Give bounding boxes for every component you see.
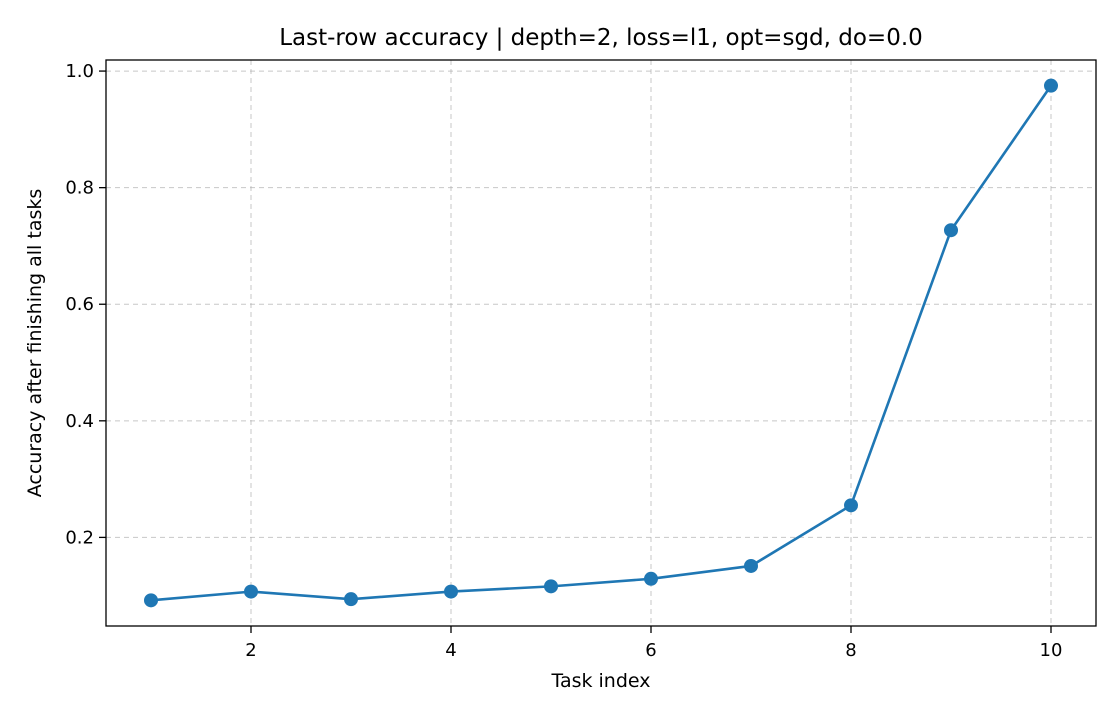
y-tick-label: 0.6 bbox=[65, 294, 94, 315]
data-point bbox=[144, 593, 158, 608]
grid-lines bbox=[106, 60, 1096, 626]
data-point bbox=[244, 584, 258, 599]
series-line bbox=[150, 84, 1053, 602]
y-tick-label: 1.0 bbox=[65, 61, 94, 82]
plot-frame bbox=[105, 59, 1097, 627]
y-axis-label: Accuracy after finishing all tasks bbox=[24, 189, 46, 498]
data-point bbox=[644, 571, 658, 586]
chart-title: Last-row accuracy | depth=2, loss=l1, op… bbox=[279, 25, 923, 51]
data-point bbox=[744, 558, 758, 573]
data-series bbox=[144, 78, 1058, 608]
y-tick-label: 0.4 bbox=[65, 411, 94, 432]
axis-ticks: 2 4 6 8 10 0.2 0.4 0.6 0.8 1.0 bbox=[65, 61, 1062, 661]
x-tick-label: 6 bbox=[645, 640, 656, 661]
data-point bbox=[444, 584, 458, 599]
x-axis-label: Task index bbox=[550, 670, 650, 692]
x-tick-label: 4 bbox=[445, 640, 456, 661]
data-point bbox=[944, 223, 958, 238]
x-tick-label: 2 bbox=[245, 640, 256, 661]
y-tick-label: 0.8 bbox=[65, 178, 94, 199]
data-point bbox=[1044, 78, 1058, 93]
data-point bbox=[544, 579, 558, 594]
data-point bbox=[844, 498, 858, 513]
x-tick-label: 8 bbox=[845, 640, 856, 661]
x-tick-label: 10 bbox=[1040, 640, 1063, 661]
data-point bbox=[344, 592, 358, 607]
y-tick-label: 0.2 bbox=[65, 527, 94, 548]
